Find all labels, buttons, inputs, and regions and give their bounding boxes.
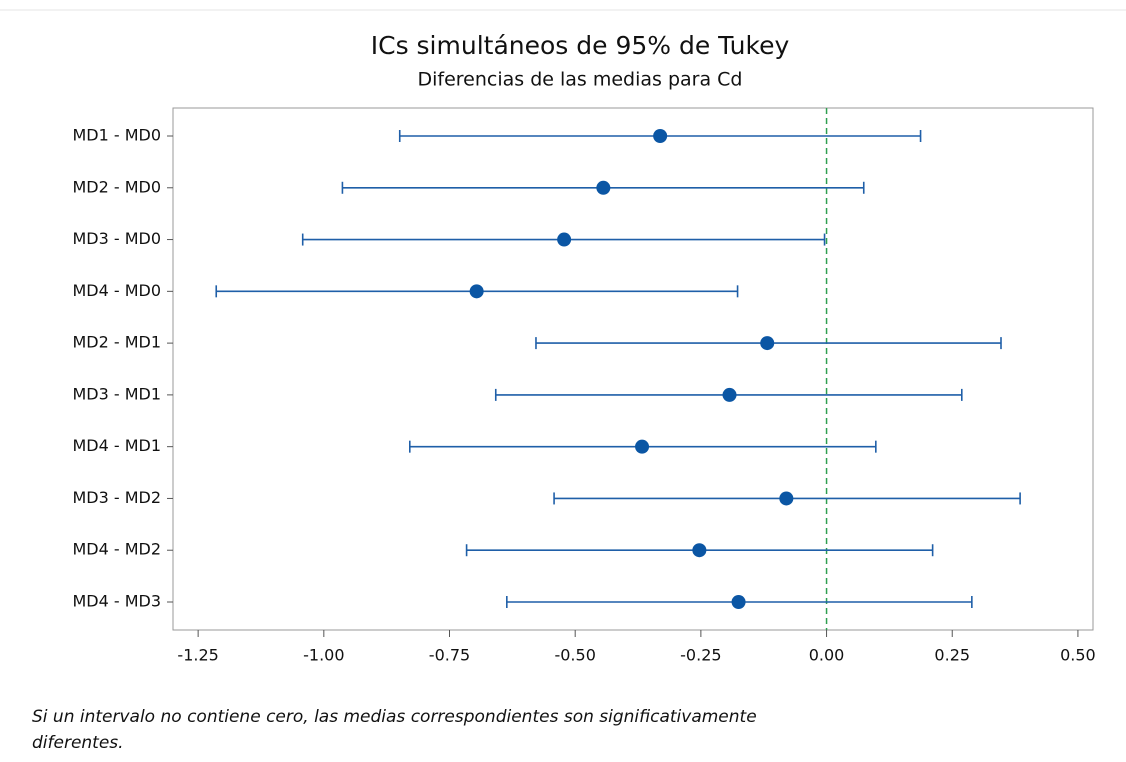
x-tick-label: -1.25 bbox=[177, 646, 218, 665]
mean-point bbox=[779, 491, 794, 506]
mean-point bbox=[760, 336, 775, 351]
chart-title: ICs simultáneos de 95% de Tukey bbox=[371, 31, 790, 60]
mean-point bbox=[722, 387, 737, 402]
x-tick-label: -1.00 bbox=[303, 646, 344, 665]
mean-point bbox=[557, 232, 572, 247]
mean-point bbox=[469, 284, 484, 299]
y-tick-label: MD2 - MD1 bbox=[72, 333, 161, 352]
mean-point bbox=[596, 180, 611, 195]
footnote: Si un intervalo no contiene cero, las me… bbox=[32, 707, 757, 753]
y-tick-label: MD3 - MD0 bbox=[72, 229, 161, 248]
x-tick-label: 0.00 bbox=[809, 646, 845, 665]
y-tick-label: MD4 - MD1 bbox=[72, 436, 161, 455]
y-tick-label: MD2 - MD0 bbox=[72, 177, 161, 196]
x-tick-label: -0.75 bbox=[429, 646, 470, 665]
x-tick-label: -0.25 bbox=[680, 646, 721, 665]
y-tick-label: MD1 - MD0 bbox=[72, 126, 161, 145]
chart-subtitle: Diferencias de las medias para Cd bbox=[417, 69, 742, 91]
y-tick-label: MD4 - MD0 bbox=[72, 281, 161, 300]
y-tick-label: MD3 - MD2 bbox=[72, 488, 161, 507]
y-tick-label: MD4 - MD2 bbox=[72, 540, 161, 559]
x-tick-label: 0.25 bbox=[934, 646, 970, 665]
y-tick-label: MD4 - MD3 bbox=[72, 592, 161, 611]
mean-point bbox=[635, 439, 650, 454]
y-tick-label: MD3 - MD1 bbox=[72, 384, 161, 403]
mean-point bbox=[692, 543, 707, 558]
plot-frame bbox=[172, 107, 1094, 631]
mean-point bbox=[731, 595, 746, 609]
mean-point bbox=[653, 129, 668, 143]
x-tick-label: 0.50 bbox=[1060, 646, 1096, 665]
x-tick-label: -0.50 bbox=[554, 646, 595, 665]
